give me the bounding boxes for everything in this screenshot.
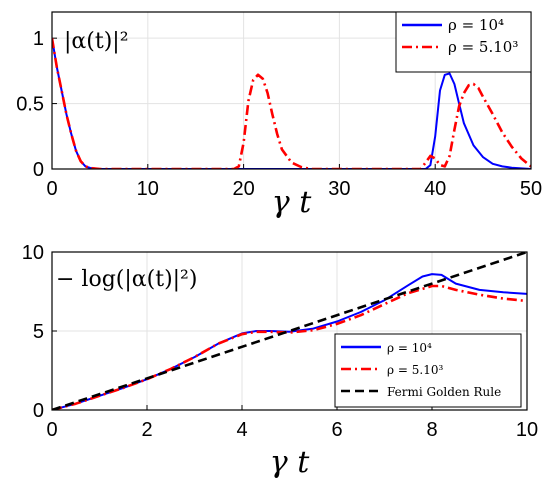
legend-label-0: ρ = 10⁴	[387, 341, 432, 355]
plot-frame	[51, 11, 532, 170]
x-tick-label: 40	[424, 178, 446, 200]
panel-title: |α(t)|²	[64, 29, 129, 54]
series-line-1	[52, 37, 531, 169]
panel-title: − log(|α(t)|²)	[56, 267, 197, 292]
legend-label-0: ρ = 10⁴	[448, 16, 504, 34]
y-tick-label: 5	[33, 321, 44, 343]
x-axis-label: γ t	[270, 445, 310, 480]
legend-label-2: Fermi Golden Rule	[387, 385, 501, 399]
x-tick-label: 30	[328, 178, 350, 200]
y-tick-label: 0	[33, 159, 44, 181]
x-tick-label: 0	[46, 178, 57, 200]
legend-label-1: ρ = 5.10³	[387, 363, 443, 377]
y-tick-label: 10	[22, 242, 44, 264]
x-tick-label: 2	[141, 419, 152, 441]
top-panel: 0 10 20 30 40 50 0 0.5 1 |α(t)|² γ t ρ = 10⁴ ρ = 5.1…	[16, 11, 542, 220]
x-tick-label: 10	[137, 178, 159, 200]
legend-label-1: ρ = 5.10³	[448, 38, 518, 56]
y-tick-label: 1	[33, 28, 44, 50]
y-tick-label: 0.5	[16, 94, 44, 116]
legend-box	[395, 11, 532, 73]
x-tick-label: 8	[426, 419, 437, 441]
plot-frame	[51, 251, 528, 411]
bottom-panel: 0 2 4 6 8 10 0 5 10 − log(|α(t)|²) γ t ρ = 10⁴ ρ = 5…	[22, 242, 538, 480]
x-tick-label: 20	[232, 178, 254, 200]
x-tick-label: 0	[46, 419, 57, 441]
x-tick-label: 10	[516, 419, 538, 441]
x-tick-label: 50	[520, 178, 542, 200]
x-tick-label: 4	[236, 419, 247, 441]
x-tick-label: 6	[331, 419, 342, 441]
x-axis-label: γ t	[272, 185, 312, 220]
y-tick-label: 0	[33, 400, 44, 422]
